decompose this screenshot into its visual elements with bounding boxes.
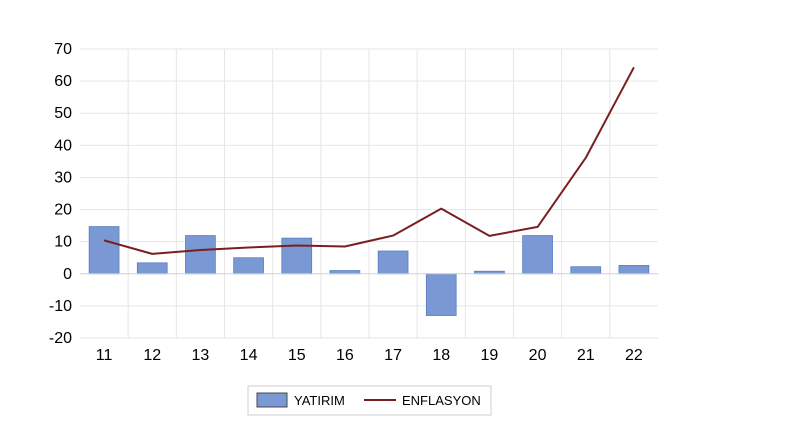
y-tick-label: 20 (54, 202, 72, 219)
x-tick-label: 19 (481, 347, 499, 364)
bar (281, 237, 313, 275)
y-tick-label: 10 (54, 234, 72, 251)
bar (233, 257, 264, 275)
y-tick-label: 70 (54, 41, 72, 58)
y-tick-label: -10 (49, 298, 72, 315)
legend-swatch-yatirim (256, 392, 288, 408)
x-tick-labels: 11 12 13 14 15 16 17 18 19 20 21 22 (96, 347, 643, 364)
x-tick-label: 15 (288, 347, 306, 364)
legend-label-enflasyon: ENFLASYON (402, 393, 481, 408)
legend: YATIRIM ENFLASYON (247, 385, 492, 416)
x-tick-label: 14 (240, 347, 258, 364)
bars-layer (88, 226, 650, 316)
y-tick-label: 30 (54, 169, 72, 186)
bar (185, 235, 216, 275)
x-tick-label: 12 (143, 347, 161, 364)
grid-layer (80, 48, 658, 339)
y-tick-labels: -20 -10 0 10 20 30 40 50 60 70 (49, 41, 72, 347)
x-tick-label: 17 (384, 347, 402, 364)
x-tick-label: 18 (432, 347, 450, 364)
x-tick-label: 13 (192, 347, 210, 364)
y-tick-label: -20 (49, 330, 72, 347)
x-tick-label: 21 (577, 347, 595, 364)
bar (136, 262, 168, 275)
enflasyon-line (103, 66, 635, 255)
bar (425, 273, 457, 316)
line-layer (103, 66, 635, 255)
y-tick-label: 40 (54, 137, 72, 154)
legend-label-yatirim: YATIRIM (294, 393, 345, 408)
bar (522, 235, 553, 275)
x-tick-label: 11 (96, 347, 113, 364)
y-tick-label: 0 (63, 266, 72, 283)
x-tick-label: 20 (529, 347, 547, 364)
bar (570, 266, 602, 275)
bar (618, 265, 650, 275)
y-tick-label: 60 (54, 73, 72, 90)
x-tick-label: 16 (336, 347, 354, 364)
y-tick-label: 50 (54, 105, 72, 122)
x-tick-label: 22 (625, 347, 643, 364)
bar (377, 250, 409, 275)
bar (88, 226, 120, 275)
